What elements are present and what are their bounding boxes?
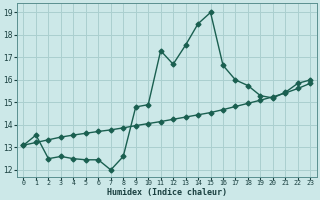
- X-axis label: Humidex (Indice chaleur): Humidex (Indice chaleur): [107, 188, 227, 197]
